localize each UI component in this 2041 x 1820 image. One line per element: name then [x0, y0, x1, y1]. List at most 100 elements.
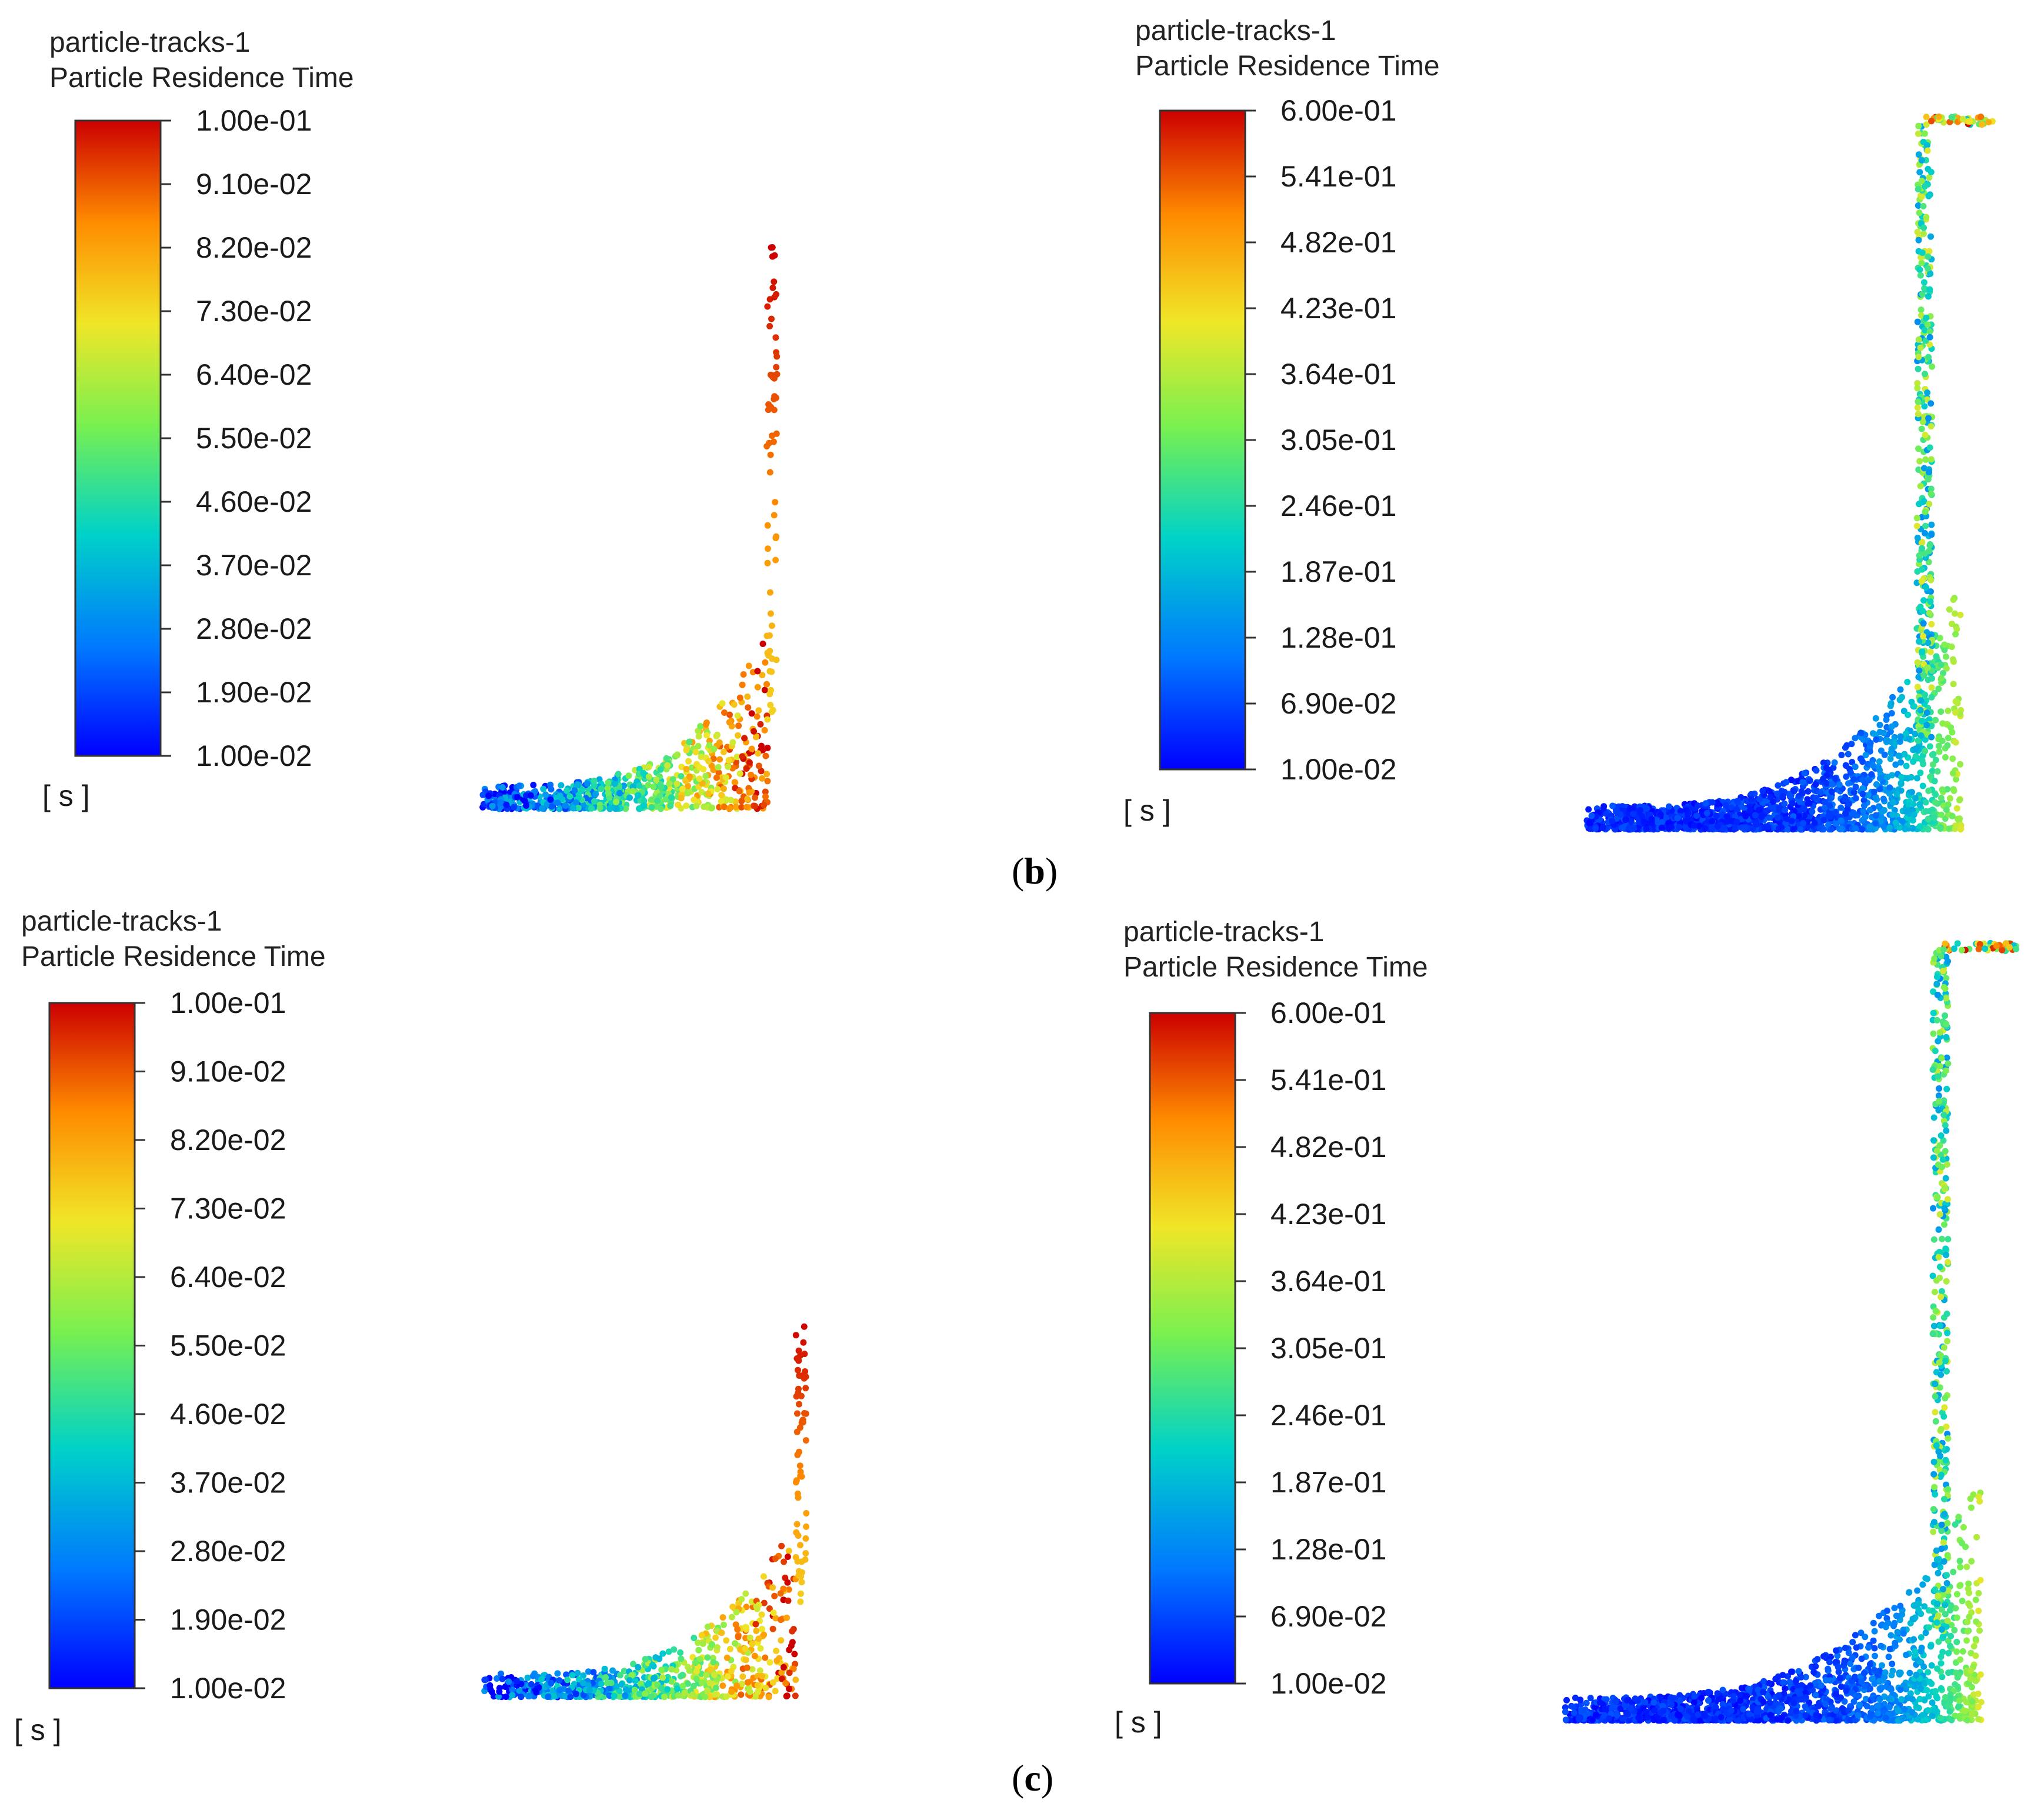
particle-point: [571, 787, 578, 794]
particle-point: [1862, 1634, 1869, 1641]
particle-point: [1807, 1682, 1814, 1689]
particle-point: [548, 803, 555, 810]
particle-point: [743, 1604, 750, 1611]
particle-point: [1875, 803, 1882, 810]
particle-point: [572, 1691, 579, 1698]
particle-point: [1825, 1665, 1832, 1672]
particle-point: [1855, 1712, 1862, 1719]
particle-point: [1915, 1716, 1922, 1723]
particle-point: [802, 1410, 809, 1417]
particle-point: [667, 802, 674, 809]
particle-point: [526, 1692, 533, 1699]
particle-point: [509, 1692, 516, 1699]
particle-point: [1859, 776, 1866, 783]
particle-point: [1885, 1619, 1892, 1626]
particle-point: [1833, 820, 1840, 827]
particle-point: [1838, 1683, 1845, 1690]
particle-point: [498, 1670, 505, 1677]
particle-point: [1917, 272, 1924, 279]
particle-point: [1782, 1685, 1789, 1692]
particle-point: [1848, 1689, 1855, 1696]
particle-point: [785, 1597, 792, 1604]
particle-point: [626, 1677, 633, 1684]
particle-point: [1940, 669, 1946, 676]
particle-point: [1660, 1708, 1667, 1714]
particle-point: [1850, 809, 1857, 816]
particle-point: [1942, 653, 1949, 660]
particle-point: [1920, 203, 1927, 209]
particle-point: [1578, 1706, 1585, 1714]
particle-point: [715, 769, 722, 776]
particle-point: [769, 284, 776, 291]
particle-point: [1585, 806, 1592, 813]
particle-point: [778, 1542, 785, 1549]
particle-point: [1752, 812, 1759, 819]
particle-point: [1889, 694, 1896, 701]
particle-point: [1650, 1699, 1658, 1706]
particle-point: [1915, 336, 1922, 343]
particle-point: [724, 1673, 731, 1680]
particle-point: [682, 777, 689, 784]
particle-point: [1668, 1701, 1675, 1708]
particle-point: [1897, 686, 1904, 693]
particle-point: [664, 762, 671, 769]
particle-point: [719, 1682, 726, 1689]
colorbar-tick-label: 8.20e-02: [196, 231, 312, 264]
particle-point: [611, 781, 618, 787]
particle-point: [1920, 1663, 1927, 1670]
particle-point: [721, 709, 728, 716]
particle-point: [678, 795, 685, 802]
colorbar-tick-label: 4.60e-02: [196, 485, 312, 518]
particle-point: [1822, 804, 1829, 811]
particle-point: [1820, 775, 1827, 782]
particle-point: [1812, 781, 1819, 788]
particle-point: [659, 1674, 666, 1681]
particle-point: [1909, 1709, 1916, 1716]
particle-point: [692, 749, 699, 755]
particle-point: [1753, 821, 1760, 828]
particle-point: [755, 762, 762, 769]
particle-point: [1843, 1687, 1850, 1694]
colorbar-tick-label: 6.90e-02: [1280, 687, 1396, 720]
particle-point: [718, 798, 725, 805]
particle-point: [1925, 192, 1932, 199]
particle-point: [753, 1628, 760, 1634]
particle-point: [1975, 1704, 1982, 1711]
particle-point: [1723, 818, 1730, 825]
particle-point: [1917, 1685, 1924, 1692]
particle-point: [1658, 824, 1665, 831]
particle-point: [1927, 774, 1934, 781]
particle-point: [567, 1694, 574, 1701]
particle-point: [1927, 400, 1935, 407]
particle-point: [1917, 697, 1925, 704]
particle-scatter: [1583, 113, 1996, 833]
particle-point: [773, 1648, 780, 1654]
particle-point: [1897, 1686, 1904, 1693]
particle-point: [1628, 818, 1635, 825]
colorbar-tick-label: 1.00e-02: [196, 739, 312, 772]
particle-point: [709, 1641, 715, 1648]
particle-point: [1964, 1618, 1971, 1625]
particle-point: [1925, 815, 1932, 822]
particle-point: [1945, 1649, 1952, 1656]
particle-point: [1925, 826, 1932, 833]
particle-point: [505, 1678, 512, 1685]
particle-point: [1906, 735, 1912, 742]
particle-point: [795, 1366, 801, 1374]
particle-point: [1964, 1628, 1971, 1635]
particle-point: [1926, 743, 1933, 750]
particle-point: [798, 1579, 805, 1586]
particle-point: [1916, 169, 1923, 176]
particle-point: [668, 1666, 675, 1673]
particle-point: [766, 668, 773, 675]
particle-point: [1928, 1662, 1935, 1669]
particle-point: [749, 1641, 756, 1648]
particle-point: [780, 1664, 787, 1671]
particle-point: [640, 769, 647, 776]
particle-point: [1913, 775, 1920, 782]
particle-point: [803, 1523, 810, 1530]
particle-point: [731, 779, 738, 786]
particle-point: [1945, 801, 1952, 808]
particle-point: [1883, 716, 1890, 723]
particle-point: [1941, 641, 1948, 648]
